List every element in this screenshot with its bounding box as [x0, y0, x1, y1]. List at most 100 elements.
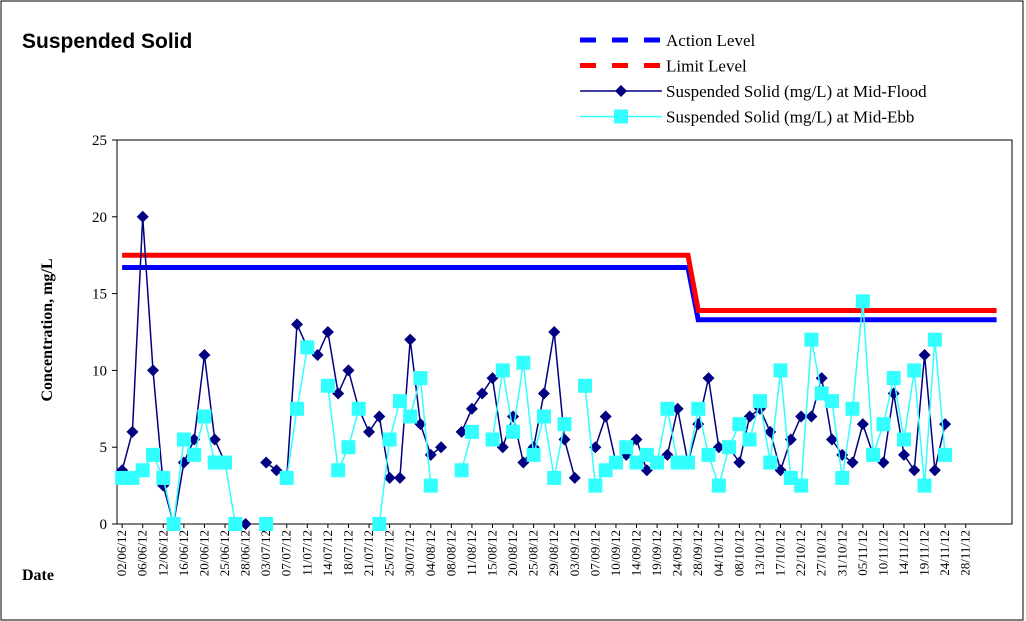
series-line [265, 324, 442, 480]
marker [290, 401, 305, 416]
marker [197, 409, 212, 424]
marker [640, 464, 653, 477]
marker [146, 447, 161, 462]
marker [650, 455, 665, 470]
marker [671, 402, 684, 415]
legend-label: Action Level [666, 31, 755, 50]
marker [732, 417, 747, 432]
marker [495, 363, 510, 378]
marker [126, 425, 139, 438]
marker [578, 378, 593, 393]
marker [300, 340, 315, 355]
marker [208, 433, 221, 446]
marker [908, 464, 921, 477]
marker [805, 410, 818, 423]
marker [845, 401, 860, 416]
marker [311, 349, 324, 362]
marker [547, 470, 562, 485]
marker [147, 364, 160, 377]
marker [403, 409, 418, 424]
chart-title: Suspended Solid [22, 30, 192, 53]
marker [392, 394, 407, 409]
marker [279, 470, 294, 485]
marker [918, 349, 931, 362]
marker [742, 432, 757, 447]
x-tick-label: 15/08/12 [484, 530, 499, 576]
marker [537, 387, 550, 400]
marker [938, 447, 953, 462]
marker [496, 441, 509, 454]
marker [393, 471, 406, 484]
x-tick-label: 27/10/12 [814, 530, 829, 576]
marker [506, 424, 521, 439]
marker [548, 326, 561, 338]
x-tick-label: 18/07/12 [340, 530, 355, 576]
x-tick-label: 04/10/12 [711, 530, 726, 576]
marker [423, 478, 438, 493]
marker [228, 517, 243, 531]
x-tick-label: 03/09/12 [567, 530, 582, 576]
marker [383, 471, 396, 484]
marker [526, 447, 541, 462]
marker [373, 410, 386, 423]
marker [917, 478, 932, 493]
x-tick-label: 10/11/12 [875, 530, 890, 576]
y-tick-label: 15 [92, 287, 107, 303]
series-line [491, 362, 566, 479]
marker [886, 371, 901, 386]
series-line [122, 252, 997, 313]
legend-label: Suspended Solid (mg/L) at Mid-Ebb [666, 108, 914, 127]
marker [476, 387, 489, 400]
marker [485, 432, 500, 447]
marker [455, 425, 468, 438]
y-tick-label: 5 [100, 440, 108, 456]
plot-area [116, 139, 1013, 525]
series-line [327, 385, 360, 474]
marker [218, 455, 233, 470]
marker [239, 518, 252, 530]
marker [608, 455, 623, 470]
x-tick-label: 28/06/12 [238, 530, 253, 576]
x-tick-label: 30/07/12 [402, 530, 417, 576]
marker [619, 440, 634, 455]
x-tick-label: 25/07/12 [382, 530, 397, 576]
x-tick-label: 28/11/12 [958, 530, 973, 576]
x-tick-label: 31/10/12 [834, 530, 849, 576]
marker [855, 294, 870, 309]
marker [536, 409, 551, 424]
x-tick-label: 19/09/12 [649, 530, 664, 576]
marker [156, 470, 171, 485]
x-tick-label: 07/09/12 [587, 530, 602, 576]
marker [804, 332, 819, 347]
marker [135, 463, 150, 478]
x-tick-label: 11/07/12 [299, 530, 314, 576]
y-tick-label: 20 [92, 210, 107, 226]
marker [661, 448, 674, 461]
x-tick-label: 06/06/12 [135, 530, 150, 576]
marker [824, 394, 839, 409]
x-tick-label: 07/07/12 [279, 530, 294, 576]
x-tick-label: 22/10/12 [793, 530, 808, 576]
x-tick-label: 12/06/12 [155, 530, 170, 576]
marker [198, 349, 211, 362]
y-tick-label: 25 [92, 133, 107, 149]
marker [897, 448, 910, 461]
x-tick-label: 19/11/12 [917, 530, 932, 576]
marker [557, 417, 572, 432]
marker [773, 363, 788, 378]
marker [866, 447, 881, 462]
x-tick-label: 24/11/12 [937, 530, 952, 576]
marker [599, 410, 612, 423]
y-tick-label: 0 [100, 517, 108, 533]
marker [270, 464, 283, 477]
marker [680, 455, 695, 470]
marker [928, 464, 941, 477]
x-tick-label: 02/06/12 [114, 530, 129, 576]
x-tick-label: 24/09/12 [670, 530, 685, 576]
legend-label: Limit Level [666, 57, 747, 76]
x-tick-label: 08/10/12 [731, 530, 746, 576]
marker [342, 364, 355, 377]
x-tick-label: 16/06/12 [176, 530, 191, 576]
x-tick-label: 14/07/12 [320, 530, 335, 576]
